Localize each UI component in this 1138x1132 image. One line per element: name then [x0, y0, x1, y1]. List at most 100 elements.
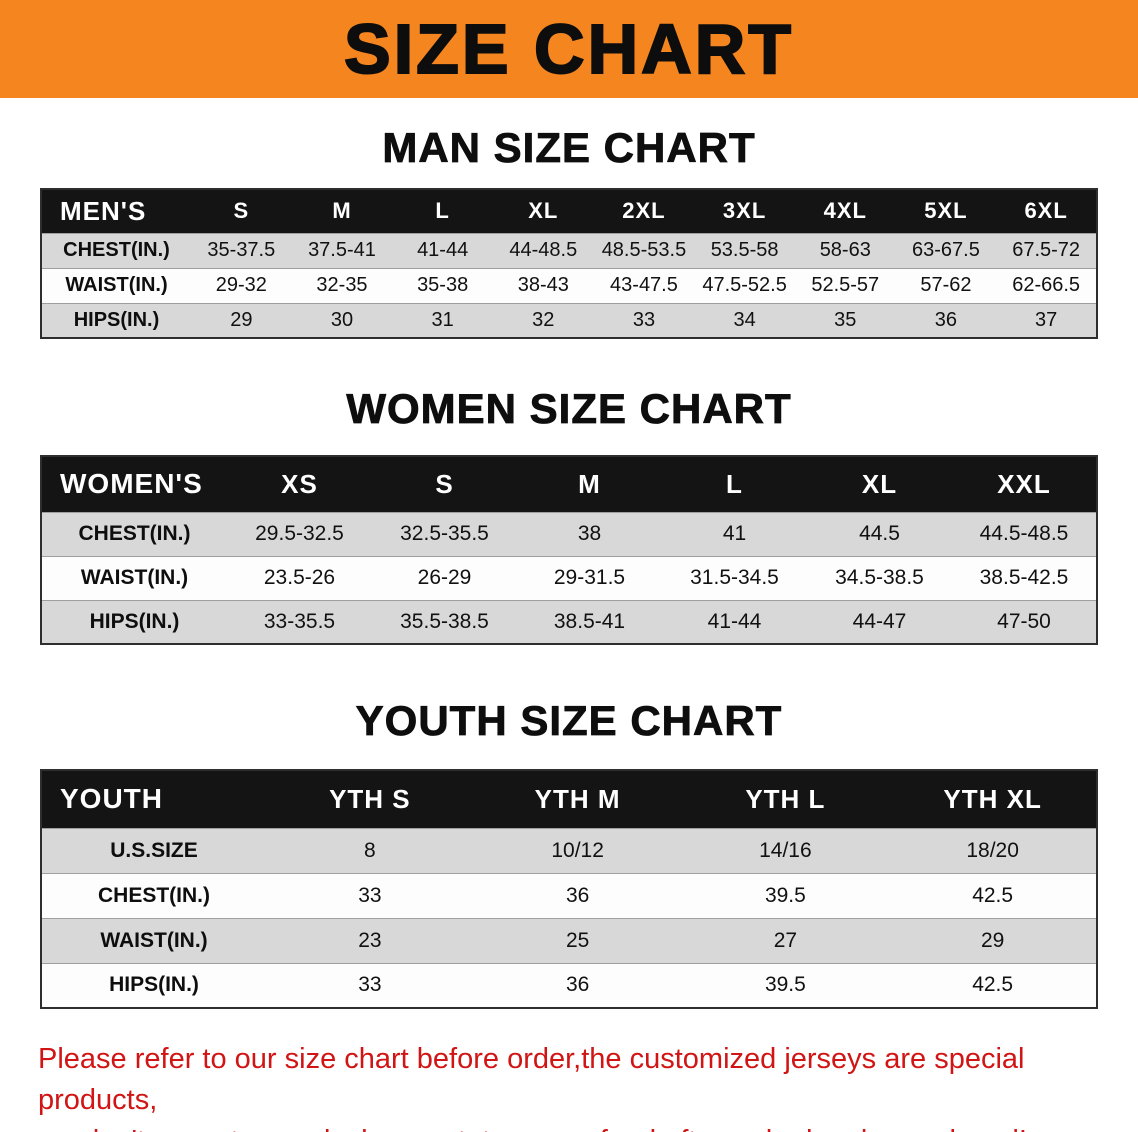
women-size-column-header: XS [281, 468, 318, 499]
men-measurement-row: HIPS(IN.) 29 30 31 32 33 34 35 36 37 [41, 303, 1097, 338]
size-value-cell: 35-37.5 [207, 239, 276, 261]
disclaimer: Please refer to our size chart before or… [0, 1039, 1138, 1132]
size-value-cell: 25 [565, 928, 590, 952]
men-size-column-header: 6XL [1024, 198, 1068, 224]
women-size-column-header: XXL [997, 468, 1051, 499]
size-value-cell: 34.5-38.5 [835, 566, 924, 589]
size-value-cell: 8 [364, 838, 376, 862]
measurement-row-label: U.S.SIZE [110, 838, 198, 862]
measurement-row-label: CHEST(IN.) [78, 522, 191, 545]
men-table-header-row: MEN'S S M L XL 2XL 3XL 4XL 5XL 6XL [41, 189, 1097, 233]
size-value-cell: 10/12 [551, 838, 604, 862]
size-value-cell: 32.5-35.5 [400, 522, 489, 545]
size-value-cell: 29-31.5 [553, 566, 626, 589]
size-value-cell: 39.5 [764, 883, 806, 907]
men-size-column-header: 4XL [823, 198, 867, 224]
size-value-cell: 33 [358, 973, 382, 997]
size-value-cell: 34 [733, 308, 756, 331]
size-value-cell: 58-63 [819, 239, 871, 261]
size-value-cell: 38-43 [517, 274, 569, 296]
men-measurement-row: WAIST(IN.) 29-32 32-35 35-38 38-43 43-47.5 47.… [41, 268, 1097, 303]
youth-size-column-header: YTH M [534, 783, 621, 814]
size-value-cell: 35 [834, 308, 857, 331]
size-value-cell: 53.5-58 [710, 239, 779, 261]
youth-measurement-row: HIPS(IN.) 33 36 39.5 42.5 [41, 963, 1097, 1008]
women-measurement-row: HIPS(IN.) 33-35.5 35.5-38.5 38.5-41 41-44 44-… [41, 600, 1097, 644]
size-value-cell: 14/16 [759, 838, 812, 862]
men-size-table: MEN'S S M L XL 2XL 3XL 4XL 5XL 6XL CHEST(IN.) 35-37… [40, 188, 1098, 339]
size-value-cell: 37 [1035, 308, 1058, 331]
size-value-cell: 42.5 [972, 973, 1014, 997]
women-size-column-header: L [726, 468, 743, 499]
women-size-table: WOMEN'S XS S M L XL XXL CHEST(IN.) 29.5-32.5 32.5… [40, 455, 1098, 645]
size-value-cell: 41 [722, 522, 747, 545]
size-value-cell: 44.5 [859, 522, 900, 545]
men-size-column-header: L [435, 198, 450, 224]
men-table-corner-label: MEN'S [60, 195, 147, 226]
men-size-column-header: XL [528, 198, 559, 224]
size-value-cell: 29 [980, 928, 1005, 952]
size-value-cell: 23 [358, 928, 382, 952]
size-value-cell: 31.5-34.5 [690, 566, 779, 589]
men-size-section: MAN SIZE CHART MEN'S S M L XL 2XL 3XL 4XL 5XL 6XL C… [0, 124, 1138, 339]
women-measurement-row: WAIST(IN.) 23.5-26 26-29 29-31.5 31.5-34.5 34… [41, 556, 1097, 600]
men-size-column-header: 5XL [924, 198, 968, 224]
size-value-cell: 47-50 [997, 609, 1051, 633]
size-value-cell: 37.5-41 [308, 239, 376, 261]
youth-measurement-row: U.S.SIZE 8 10/12 14/16 18/20 [41, 828, 1097, 873]
men-section-heading: MAN SIZE CHART [382, 124, 756, 172]
size-value-cell: 36 [565, 973, 590, 997]
size-value-cell: 67.5-72 [1012, 239, 1081, 261]
measurement-row-label: HIPS(IN.) [109, 973, 199, 997]
size-value-cell: 33-35.5 [263, 609, 336, 633]
size-value-cell: 57-62 [920, 274, 972, 296]
size-value-cell: 26-29 [417, 566, 472, 589]
women-section-heading: WOMEN SIZE CHART [346, 385, 792, 433]
size-value-cell: 41-44 [417, 239, 469, 261]
youth-table-corner-label: YOUTH [60, 783, 163, 815]
size-value-cell: 23.5-26 [263, 566, 336, 589]
youth-table-header-row: YOUTH YTH S YTH M YTH L YTH XL [41, 770, 1097, 828]
size-value-cell: 63-67.5 [912, 239, 980, 261]
size-value-cell: 29.5-32.5 [255, 522, 344, 545]
youth-measurement-row: WAIST(IN.) 23 25 27 29 [41, 918, 1097, 963]
measurement-row-label: CHEST(IN.) [98, 883, 210, 907]
measurement-row-label: WAIST(IN.) [65, 274, 168, 296]
youth-section-heading: YOUTH SIZE CHART [355, 697, 783, 745]
size-value-cell: 31 [431, 308, 454, 331]
size-value-cell: 33 [632, 308, 656, 331]
size-value-cell: 43-47.5 [610, 274, 678, 296]
size-value-cell: 35-38 [417, 274, 469, 296]
youth-size-table: YOUTH YTH S YTH M YTH L YTH XL U.S.SIZE 8 10/12… [40, 769, 1098, 1009]
men-size-column-header: 2XL [622, 198, 666, 224]
youth-size-column-header: YTH XL [943, 783, 1042, 814]
size-value-cell: 39.5 [764, 973, 806, 997]
size-value-cell: 38.5-42.5 [979, 566, 1069, 589]
women-size-column-header: XL [861, 468, 898, 499]
measurement-row-label: HIPS(IN.) [73, 308, 160, 331]
women-size-column-header: M [578, 468, 601, 499]
size-value-cell: 62-66.5 [1012, 274, 1081, 296]
size-value-cell: 38 [577, 522, 602, 545]
measurement-row-label: WAIST(IN.) [100, 928, 208, 952]
women-size-column-header: S [435, 468, 454, 499]
measurement-row-label: WAIST(IN.) [80, 566, 189, 589]
size-value-cell: 35.5-38.5 [400, 609, 489, 633]
size-value-cell: 32 [532, 308, 555, 331]
size-value-cell: 44-47 [852, 609, 907, 633]
youth-size-column-header: YTH S [329, 783, 411, 814]
size-value-cell: 18/20 [966, 838, 1019, 862]
youth-measurement-row: CHEST(IN.) 33 36 39.5 42.5 [41, 873, 1097, 918]
men-measurement-row: CHEST(IN.) 35-37.5 37.5-41 41-44 44-48.5 48.5… [41, 233, 1097, 268]
disclaimer-line-2: we don't accept cancel, change, teturn o… [38, 1121, 1100, 1132]
size-value-cell: 36 [934, 308, 958, 331]
size-value-cell: 47.5-52.5 [702, 274, 787, 296]
size-value-cell: 48.5-53.5 [601, 239, 687, 261]
women-table-corner-label: WOMEN'S [60, 468, 203, 500]
men-size-column-header: 3XL [722, 198, 767, 224]
page-title: SIZE CHART [343, 9, 794, 89]
size-value-cell: 52.5-57 [811, 274, 880, 296]
measurement-row-label: CHEST(IN.) [63, 239, 170, 261]
size-value-cell: 29-32 [215, 274, 267, 296]
size-value-cell: 38.5-41 [553, 609, 626, 633]
